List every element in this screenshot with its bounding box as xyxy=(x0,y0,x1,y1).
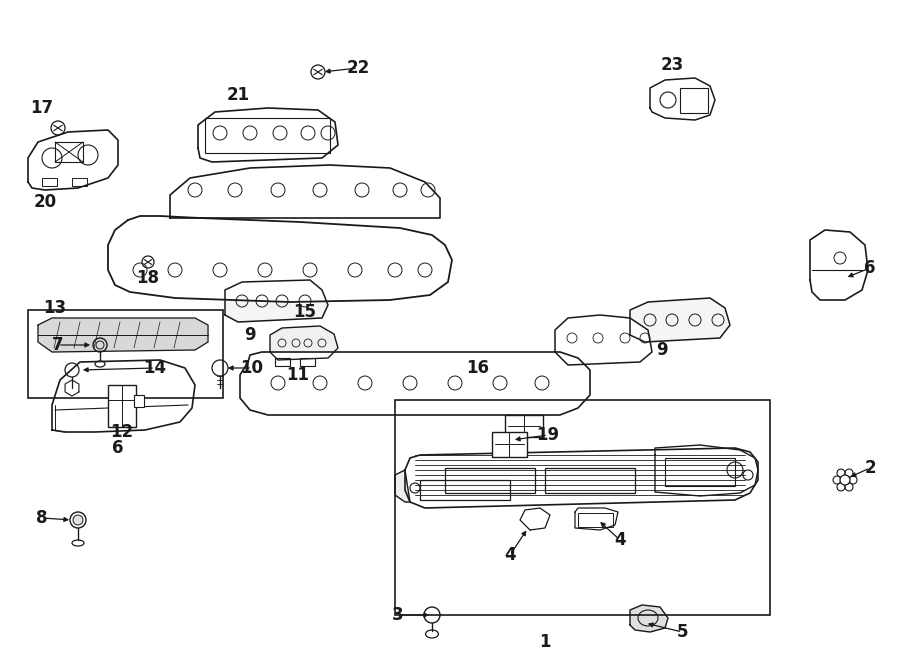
Text: 20: 20 xyxy=(33,193,57,211)
Text: 19: 19 xyxy=(536,426,560,444)
Bar xyxy=(505,415,543,437)
Text: 7: 7 xyxy=(52,336,64,354)
Polygon shape xyxy=(108,216,452,302)
Text: 11: 11 xyxy=(286,366,310,384)
Text: 4: 4 xyxy=(504,546,516,564)
Polygon shape xyxy=(395,470,410,502)
Bar xyxy=(72,178,87,186)
Polygon shape xyxy=(28,130,118,190)
Polygon shape xyxy=(520,508,550,530)
Bar xyxy=(665,458,735,486)
Text: 23: 23 xyxy=(661,56,684,74)
Polygon shape xyxy=(240,352,590,415)
Polygon shape xyxy=(270,326,338,360)
Polygon shape xyxy=(555,315,652,365)
Bar xyxy=(578,513,613,527)
Text: 16: 16 xyxy=(466,359,490,377)
Bar xyxy=(395,400,770,615)
Text: 12: 12 xyxy=(111,423,133,441)
Polygon shape xyxy=(650,78,715,120)
Bar xyxy=(42,178,57,186)
Bar xyxy=(55,142,83,162)
Bar xyxy=(28,310,223,398)
Polygon shape xyxy=(52,360,195,432)
Text: 14: 14 xyxy=(143,359,166,377)
Text: 9: 9 xyxy=(656,341,668,359)
Bar xyxy=(300,358,315,366)
Text: 8: 8 xyxy=(36,509,48,527)
Polygon shape xyxy=(655,445,758,496)
Bar xyxy=(680,88,708,113)
Bar xyxy=(108,385,136,427)
Text: 18: 18 xyxy=(137,269,159,287)
Text: 15: 15 xyxy=(293,303,317,321)
Text: 1: 1 xyxy=(539,633,551,651)
Text: 6: 6 xyxy=(864,259,876,277)
Bar xyxy=(134,395,144,407)
Text: 17: 17 xyxy=(31,99,54,117)
Polygon shape xyxy=(630,298,730,342)
Text: 2: 2 xyxy=(864,459,876,477)
Polygon shape xyxy=(575,508,618,530)
Text: 13: 13 xyxy=(43,299,67,317)
Circle shape xyxy=(840,475,850,485)
Text: 4: 4 xyxy=(614,531,626,549)
Text: 5: 5 xyxy=(676,623,688,641)
Polygon shape xyxy=(225,280,328,322)
Polygon shape xyxy=(405,448,758,508)
Bar xyxy=(445,468,535,493)
Bar xyxy=(275,358,290,366)
Text: 10: 10 xyxy=(240,359,264,377)
Polygon shape xyxy=(198,108,338,162)
Text: 6: 6 xyxy=(112,439,124,457)
Circle shape xyxy=(73,515,83,525)
Text: 9: 9 xyxy=(244,326,256,344)
Polygon shape xyxy=(810,230,868,300)
Text: 21: 21 xyxy=(227,86,249,104)
Polygon shape xyxy=(170,165,440,218)
Polygon shape xyxy=(38,318,208,352)
Polygon shape xyxy=(630,605,668,632)
Bar xyxy=(205,118,330,153)
Bar xyxy=(545,468,635,493)
Text: 22: 22 xyxy=(346,59,370,77)
Bar xyxy=(492,432,527,457)
Text: 3: 3 xyxy=(392,606,404,624)
